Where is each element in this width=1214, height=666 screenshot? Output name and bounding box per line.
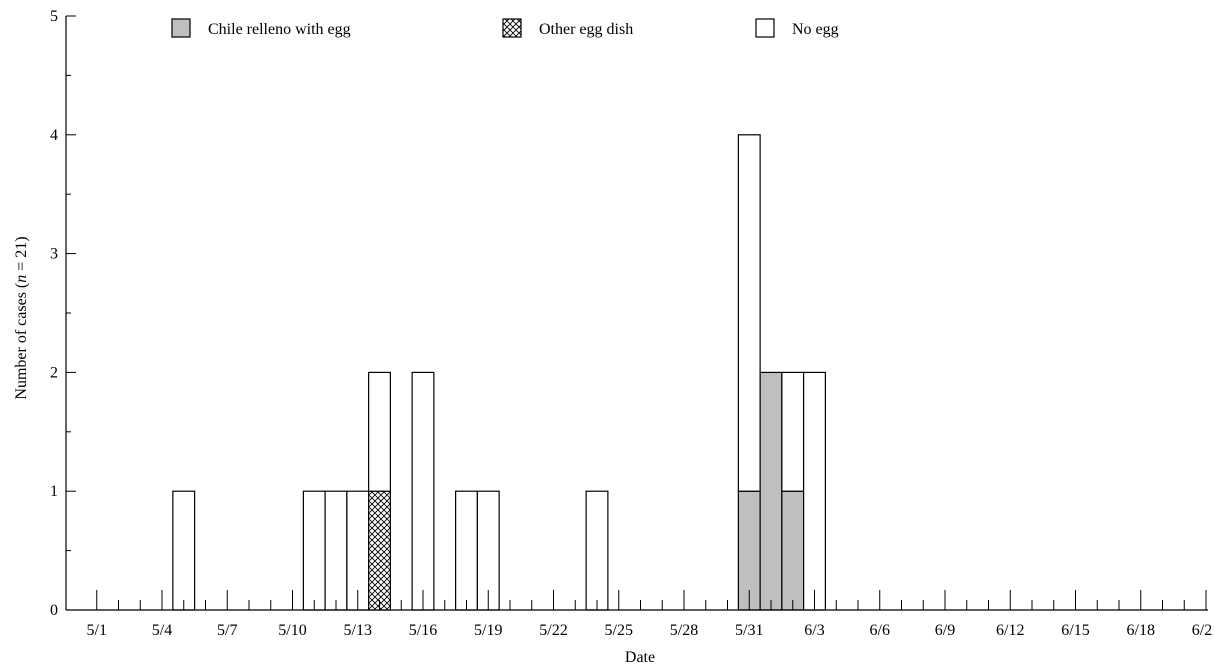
bars-layer	[172, 134, 826, 611]
bar-5-12-no-egg	[324, 490, 348, 611]
bar-5-24-no-egg	[585, 490, 609, 611]
y-tick-label: 2	[50, 364, 58, 381]
y-tick-label: 0	[50, 602, 58, 619]
legend-label-no-egg: No egg	[792, 21, 839, 38]
legend-label-chile-relleno-with-egg: Chile relleno with egg	[208, 21, 351, 38]
x-tick-label: 6/12	[996, 622, 1024, 639]
x-tick-label: 5/31	[735, 622, 763, 639]
bar-6-1-chile-relleno-with-egg	[759, 371, 783, 611]
legend-swatch-chile-relleno-with-egg	[171, 18, 191, 38]
bar-6-3-no-egg	[803, 371, 826, 611]
x-tick-label: 5/22	[539, 622, 567, 639]
y-axis-title-italic: n	[13, 275, 30, 283]
bar-5-5-no-egg	[172, 490, 196, 611]
x-tick-label: 6/21	[1192, 622, 1214, 639]
bar-5-31-no-egg	[737, 134, 761, 492]
bar-5-14-no-egg	[368, 371, 391, 492]
x-tick-label: 5/19	[474, 622, 502, 639]
bar-5-14-other-egg-dish	[368, 490, 391, 611]
x-tick-label: 5/13	[344, 622, 372, 639]
legend-swatch-no-egg	[755, 18, 775, 38]
x-tick-label: 5/28	[670, 622, 698, 639]
bar-6-2-chile-relleno-with-egg	[781, 490, 805, 611]
y-tick-label: 5	[50, 8, 58, 25]
axes-layer: 0 1 2 3 4 5 5/1 5/4 5/7 5/10 5/13 5/16 5/19 5/22 5/25 5…	[50, 8, 1214, 639]
y-axis-title-prefix: Number of cases (	[13, 283, 30, 400]
x-tick-label: 5/7	[217, 622, 237, 639]
legend-swatch-other-egg-dish	[502, 18, 522, 38]
x-tick-label: 6/18	[1127, 622, 1155, 639]
y-axis-title-suffix: = 21)	[13, 236, 30, 274]
x-tick-label: 5/25	[605, 622, 633, 639]
y-tick-label: 3	[50, 246, 58, 263]
x-tick-label: 5/16	[409, 622, 437, 639]
bar-5-18-no-egg	[455, 490, 478, 611]
x-tick-label: 5/4	[152, 622, 172, 639]
x-tick-label: 5/10	[278, 622, 306, 639]
legend: Chile relleno with egg Other egg dish No e…	[171, 18, 839, 38]
y-axis-title: Number of cases (n = 21)	[13, 236, 30, 399]
x-tick-label: 6/9	[935, 622, 955, 639]
x-tick-label: 6/15	[1061, 622, 1089, 639]
y-tick-label: 4	[50, 127, 58, 144]
legend-label-other-egg-dish: Other egg dish	[539, 21, 633, 38]
bar-5-16-no-egg	[411, 371, 435, 611]
x-tick-label: 6/6	[870, 622, 890, 639]
bar-6-2-no-egg	[781, 371, 805, 492]
y-tick-label: 1	[50, 483, 58, 500]
bar-5-11-no-egg	[302, 490, 326, 611]
x-tick-label: 5/1	[87, 622, 107, 639]
x-axis-title: Date	[625, 649, 655, 666]
x-tick-label: 6/3	[804, 622, 824, 639]
